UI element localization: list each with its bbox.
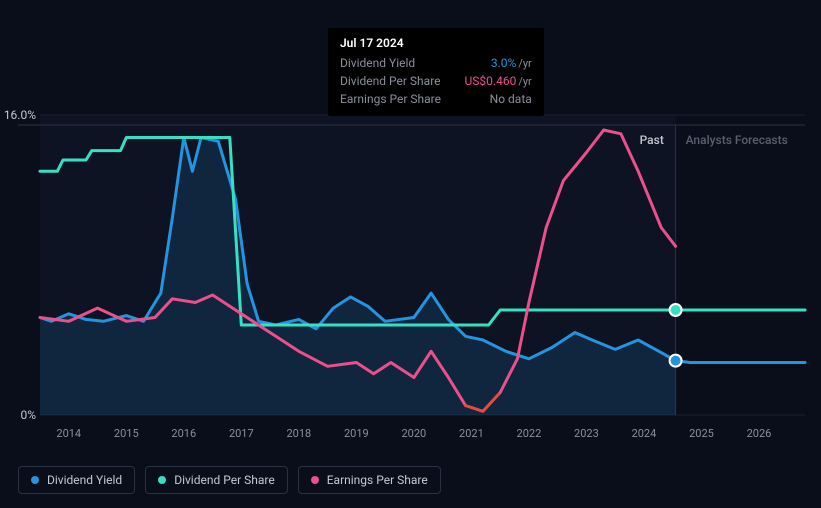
x-axis-label: 2014: [56, 427, 81, 440]
legend-item[interactable]: Dividend Yield: [18, 466, 135, 494]
y-axis-label: 0%: [20, 408, 36, 422]
x-axis-label: 2026: [747, 427, 772, 440]
legend-label: Dividend Yield: [47, 473, 122, 487]
x-axis-label: 2015: [114, 427, 139, 440]
past-region-label: Past: [640, 133, 664, 147]
x-axis-label: 2020: [401, 427, 426, 440]
legend-dot-icon: [311, 476, 319, 484]
x-axis-label: 2019: [344, 427, 369, 440]
x-axis-label: 2023: [574, 427, 599, 440]
tooltip-metric-label: Earnings Per Share: [340, 92, 441, 106]
y-axis-label: 16.0%: [4, 108, 36, 122]
tooltip-metric-label: Dividend Per Share: [340, 74, 441, 88]
forecast-region-label: Analysts Forecasts: [686, 133, 788, 147]
legend-dot-icon: [158, 476, 166, 484]
legend-item[interactable]: Dividend Per Share: [145, 466, 288, 494]
x-axis-label: 2024: [632, 427, 657, 440]
tooltip-row: Dividend Per Share US$0.460/yr: [340, 72, 532, 90]
tooltip-metric-value: US$0.460/yr: [465, 74, 532, 88]
legend-label: Dividend Per Share: [174, 473, 275, 487]
tooltip-metric-label: Dividend Yield: [340, 56, 415, 70]
legend-label: Earnings Per Share: [327, 473, 428, 487]
x-axis-label: 2025: [689, 427, 714, 440]
legend-dot-icon: [31, 476, 39, 484]
tooltip-row: Dividend Yield 3.0%/yr: [340, 54, 532, 72]
x-axis-label: 2016: [171, 427, 196, 440]
chart-tooltip: Jul 17 2024 Dividend Yield3.0%/yrDividen…: [328, 28, 544, 116]
tooltip-metric-value: 3.0%/yr: [491, 56, 532, 70]
legend-item[interactable]: Earnings Per Share: [298, 466, 441, 494]
tooltip-date: Jul 17 2024: [340, 36, 532, 50]
x-axis-label: 2021: [459, 427, 484, 440]
tooltip-metric-value: No data: [490, 92, 532, 106]
chart-legend: Dividend Yield Dividend Per Share Earnings…: [18, 466, 441, 494]
tooltip-row: Earnings Per Share No data: [340, 90, 532, 108]
x-axis-label: 2022: [517, 427, 542, 440]
x-axis-label: 2017: [229, 427, 254, 440]
x-axis-label: 2018: [286, 427, 311, 440]
